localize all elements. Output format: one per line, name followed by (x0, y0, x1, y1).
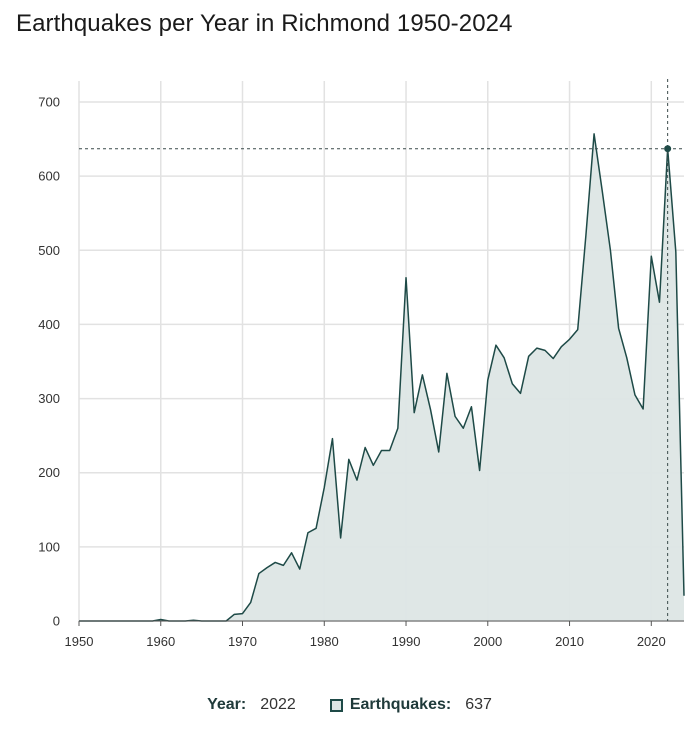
legend: Year: 2022 Earthquakes: 637 (0, 696, 699, 714)
x-tick-label: 2000 (473, 634, 502, 649)
legend-series-value: 637 (465, 696, 492, 713)
legend-year-value: 2022 (260, 696, 296, 713)
legend-year-label: Year: (207, 696, 247, 713)
x-tick-label: 1980 (310, 634, 339, 649)
y-tick-label: 200 (38, 465, 60, 480)
series-area (79, 133, 684, 621)
series-swatch-icon (329, 698, 343, 712)
y-tick-label: 700 (38, 95, 60, 110)
x-tick-label: 2020 (637, 634, 666, 649)
hover-indicator (79, 79, 684, 621)
y-tick-label: 500 (38, 243, 60, 258)
y-tick-label: 300 (38, 391, 60, 406)
x-tick-label: 1960 (146, 634, 175, 649)
axes: 0 100 200 300 400 500 600 700 1950 1960 1970 1980 19… (38, 95, 684, 649)
chart-title: Earthquakes per Year in Richmond 1950-20… (16, 10, 513, 37)
y-tick-label: 400 (38, 317, 60, 332)
legend-year: Year: 2022 (207, 696, 296, 714)
legend-series[interactable]: Earthquakes: 637 (329, 696, 492, 714)
y-tick-label: 600 (38, 169, 60, 184)
chart-area[interactable]: 0 100 200 300 400 500 600 700 1950 1960 1970 1980 19… (0, 0, 699, 690)
x-tick-label: 1970 (228, 634, 257, 649)
series-marks (79, 133, 685, 622)
x-tick-label: 1990 (392, 634, 421, 649)
x-tick-label: 1950 (65, 634, 94, 649)
highlight-point (664, 145, 672, 153)
y-tick-label: 0 (53, 614, 60, 629)
y-tick-label: 100 (38, 539, 60, 554)
legend-series-label: Earthquakes: (349, 696, 452, 713)
x-tick-label: 2010 (555, 634, 584, 649)
